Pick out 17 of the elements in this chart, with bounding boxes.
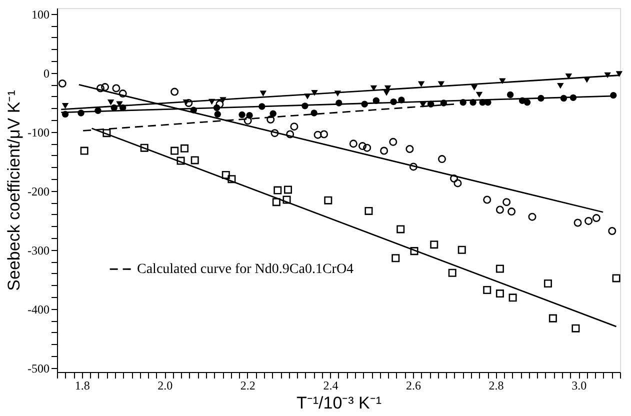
y-tick-label: -500 [28,361,50,376]
x-tick-label: 2.4 [323,378,338,392]
legend-label: Calculated curve for Nd0.9Ca0.1CrO4 [137,262,354,278]
x-tick-label: 3.0 [572,378,587,392]
y-axis-title: Seebeck coefficient/μV K⁻¹ [4,90,24,291]
y-tick-label: -100 [28,125,50,140]
x-axis-title: T⁻¹/10⁻³ K⁻¹ [296,394,382,412]
x-tick-label: 2.8 [488,378,504,392]
y-tick-label: 100 [32,7,50,22]
y-tick-label: -400 [28,302,50,316]
x-tick-label: 1.8 [74,378,90,392]
x-tick-label: 2.2 [240,378,256,392]
x-tick-label: 2.0 [158,378,173,392]
y-tick-label: -300 [28,243,50,258]
y-tick-label: -200 [28,184,50,198]
x-tick-label: 2.6 [406,378,422,392]
y-tick-label: 0 [44,66,50,80]
